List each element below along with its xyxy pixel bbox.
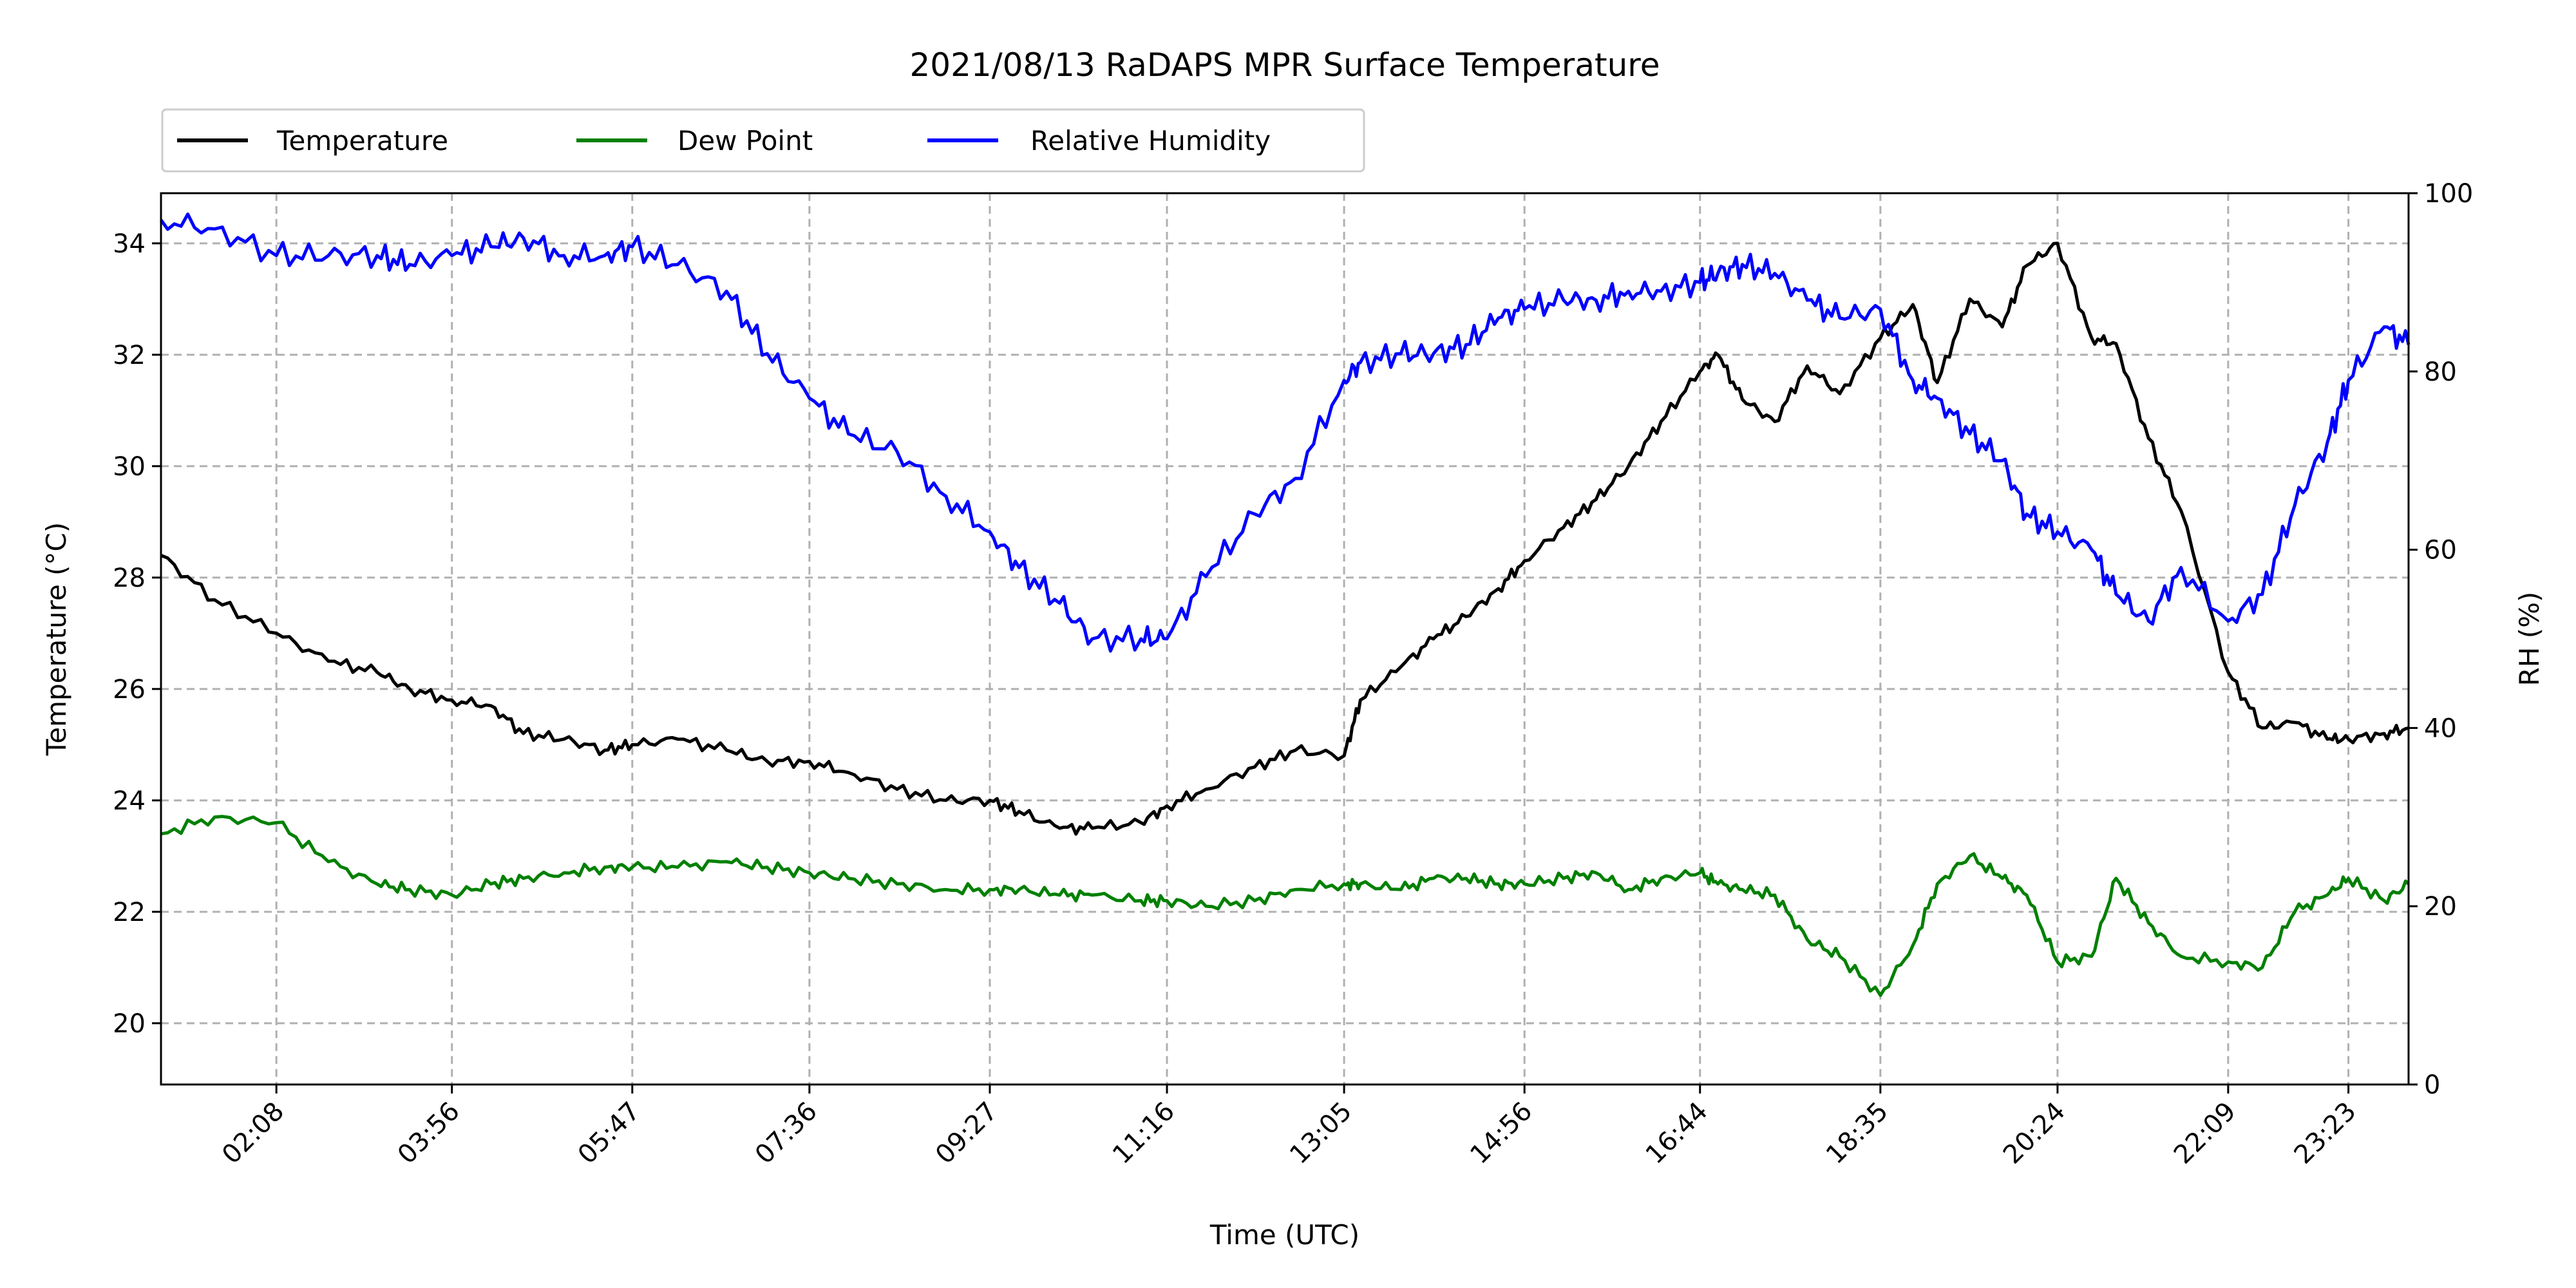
legend: Temperature Dew Point Relative Humidity [161,108,1365,173]
y-left-tick-label: 28 [113,564,146,593]
relative-humidity-line [159,213,2410,653]
y-left-tick-label: 34 [113,229,146,259]
dew-point-line [160,815,2410,998]
chart-title: 2021/08/13 RaDAPS MPR Surface Temperatur… [910,46,1660,84]
y-left-tick-label: 30 [113,452,146,482]
y-right-tick-label: 20 [2424,892,2457,922]
y-left-tick-label: 26 [113,675,146,705]
y-left-tick-label: 20 [113,1009,146,1039]
y-right-tick-label: 0 [2424,1070,2440,1100]
x-tick-label: 05:47 [573,1097,646,1170]
y-left-tick-label: 24 [113,786,146,816]
axes-layer: 02:08 03:56 05:47 07:36 09:27 11:16 13:05 14:56… [113,179,2473,1170]
x-tick-label: 13:05 [1284,1097,1358,1170]
x-tick-label: 23:23 [2289,1097,2362,1170]
x-tick-label: 03:56 [392,1097,466,1170]
y-axis-left-title: Temperature (°C) [41,522,72,757]
x-tick-label: 14:56 [1464,1097,1538,1170]
x-tick-label: 22:09 [2168,1097,2242,1170]
x-tick-label: 07:36 [750,1097,823,1170]
legend-label-relative-humidity: Relative Humidity [1030,125,1271,156]
x-tick-label: 16:44 [1640,1097,1714,1170]
y-right-tick-label: 80 [2424,357,2457,387]
y-right-tick-label: 100 [2424,179,2473,209]
x-tick-label: 02:08 [216,1097,290,1170]
y-right-tick-label: 40 [2424,714,2457,743]
x-axis-title: Time (UTC) [1209,1219,1359,1251]
y-right-tick-label: 60 [2424,536,2457,565]
plot-frame [160,192,2410,1086]
y-left-tick-label: 22 [113,898,146,927]
series-layer [159,213,2410,998]
legend-label-dew-point: Dew Point [677,125,813,156]
temperature-line [160,242,2409,836]
legend-box [161,108,1365,173]
x-tick-label: 18:35 [1821,1097,1894,1170]
x-tick-label: 11:16 [1107,1097,1180,1170]
x-tick-label: 20:24 [1998,1097,2071,1170]
x-tick-label: 09:27 [930,1097,1003,1170]
y-axis-right-title: RH (%) [2514,592,2545,687]
y-left-tick-label: 32 [113,341,146,370]
grid-layer [161,193,2409,1084]
legend-label-temperature: Temperature [276,125,448,156]
